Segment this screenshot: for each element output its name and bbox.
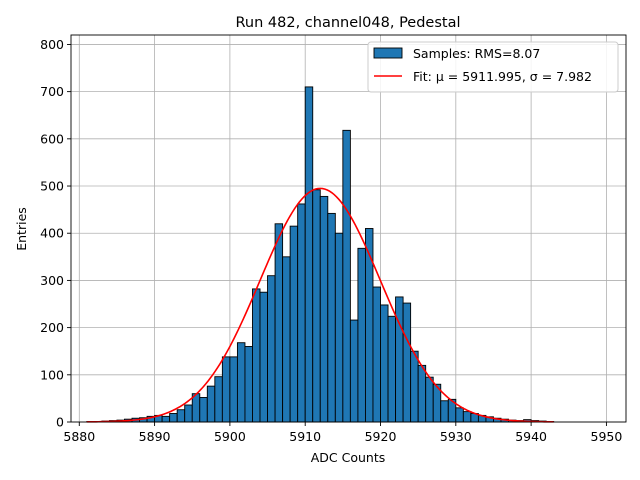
legend-fit-label: Fit: μ = 5911.995, σ = 7.982 (413, 69, 592, 84)
histogram-bar (297, 203, 306, 423)
y-tick-label: 200 (40, 320, 64, 335)
histogram-bar (372, 286, 381, 423)
histogram-bar (410, 350, 419, 423)
histogram-bar (402, 302, 412, 423)
x-tick-label: 5920 (365, 429, 397, 444)
histogram-bar (440, 400, 449, 423)
y-tick-label: 100 (40, 367, 64, 382)
chart-title: Run 482, channel048, Pedestal (235, 15, 460, 31)
x-tick-label: 5950 (591, 429, 623, 444)
histogram-bar (357, 247, 366, 423)
histogram-bar (176, 409, 186, 423)
y-tick-label: 700 (40, 84, 64, 99)
histogram-bar (319, 195, 329, 423)
y-tick-label: 600 (40, 131, 64, 146)
histogram-bar (236, 342, 246, 423)
histogram-bar (161, 415, 171, 423)
histogram-bar (169, 413, 178, 423)
histogram-bar (221, 356, 231, 423)
histogram-bar (199, 397, 208, 423)
x-tick-label: 5880 (63, 429, 95, 444)
histogram-bar (267, 275, 276, 423)
histogram-bar (229, 356, 238, 423)
histogram-bar (342, 129, 351, 423)
x-tick-label: 5890 (139, 429, 171, 444)
x-tick-label: 5930 (440, 429, 472, 444)
histogram-bar (312, 189, 321, 423)
histogram-bar (334, 232, 344, 423)
histogram-bar (387, 315, 397, 423)
histogram-bar (455, 407, 464, 423)
histogram-bar (274, 223, 284, 423)
histogram-bar (191, 393, 201, 423)
x-axis-ticks: 5880 5890 5900 5910 5920 5930 5940 5950 (63, 422, 622, 444)
histogram-bar (259, 291, 268, 423)
legend-histogram-swatch (373, 47, 403, 59)
histogram-bar (395, 296, 404, 423)
histogram-bar (244, 346, 253, 423)
fit-curve (86, 187, 554, 423)
y-tick-label: 500 (40, 179, 64, 194)
legend-box (367, 41, 619, 93)
histogram-bar (417, 364, 427, 423)
x-tick-label: 5910 (289, 429, 321, 444)
histogram-bar (349, 319, 359, 423)
y-tick-label: 300 (40, 273, 64, 288)
x-tick-label: 5940 (515, 429, 547, 444)
histogram-bar (425, 376, 434, 423)
legend: Samples: RMS=8.07 Fit: μ = 5911.995, σ =… (367, 41, 619, 93)
y-tick-label: 400 (40, 226, 64, 241)
y-tick-label: 800 (40, 37, 64, 52)
histogram-bar (184, 404, 193, 423)
legend-histogram-label: Samples: RMS=8.07 (413, 46, 540, 61)
histogram-bar (252, 288, 261, 423)
y-axis-ticks: 0 100 200 300 400 500 600 700 800 (40, 37, 71, 430)
histogram-bar (282, 256, 291, 423)
histogram-bar (214, 376, 223, 423)
histogram-bar (289, 225, 299, 423)
axes-frame (70, 34, 627, 423)
x-tick-label: 5900 (214, 429, 246, 444)
histogram-bar (364, 228, 374, 423)
histogram-bar (304, 86, 314, 423)
histogram-bars (86, 86, 555, 423)
histogram-bar (462, 411, 472, 423)
histogram-bar (327, 212, 336, 423)
histogram-bar (206, 385, 216, 423)
histogram-bar (380, 304, 389, 423)
x-axis-label: ADC Counts (311, 450, 386, 465)
y-tick-label: 0 (56, 415, 64, 430)
y-axis-label: Entries (14, 207, 29, 251)
